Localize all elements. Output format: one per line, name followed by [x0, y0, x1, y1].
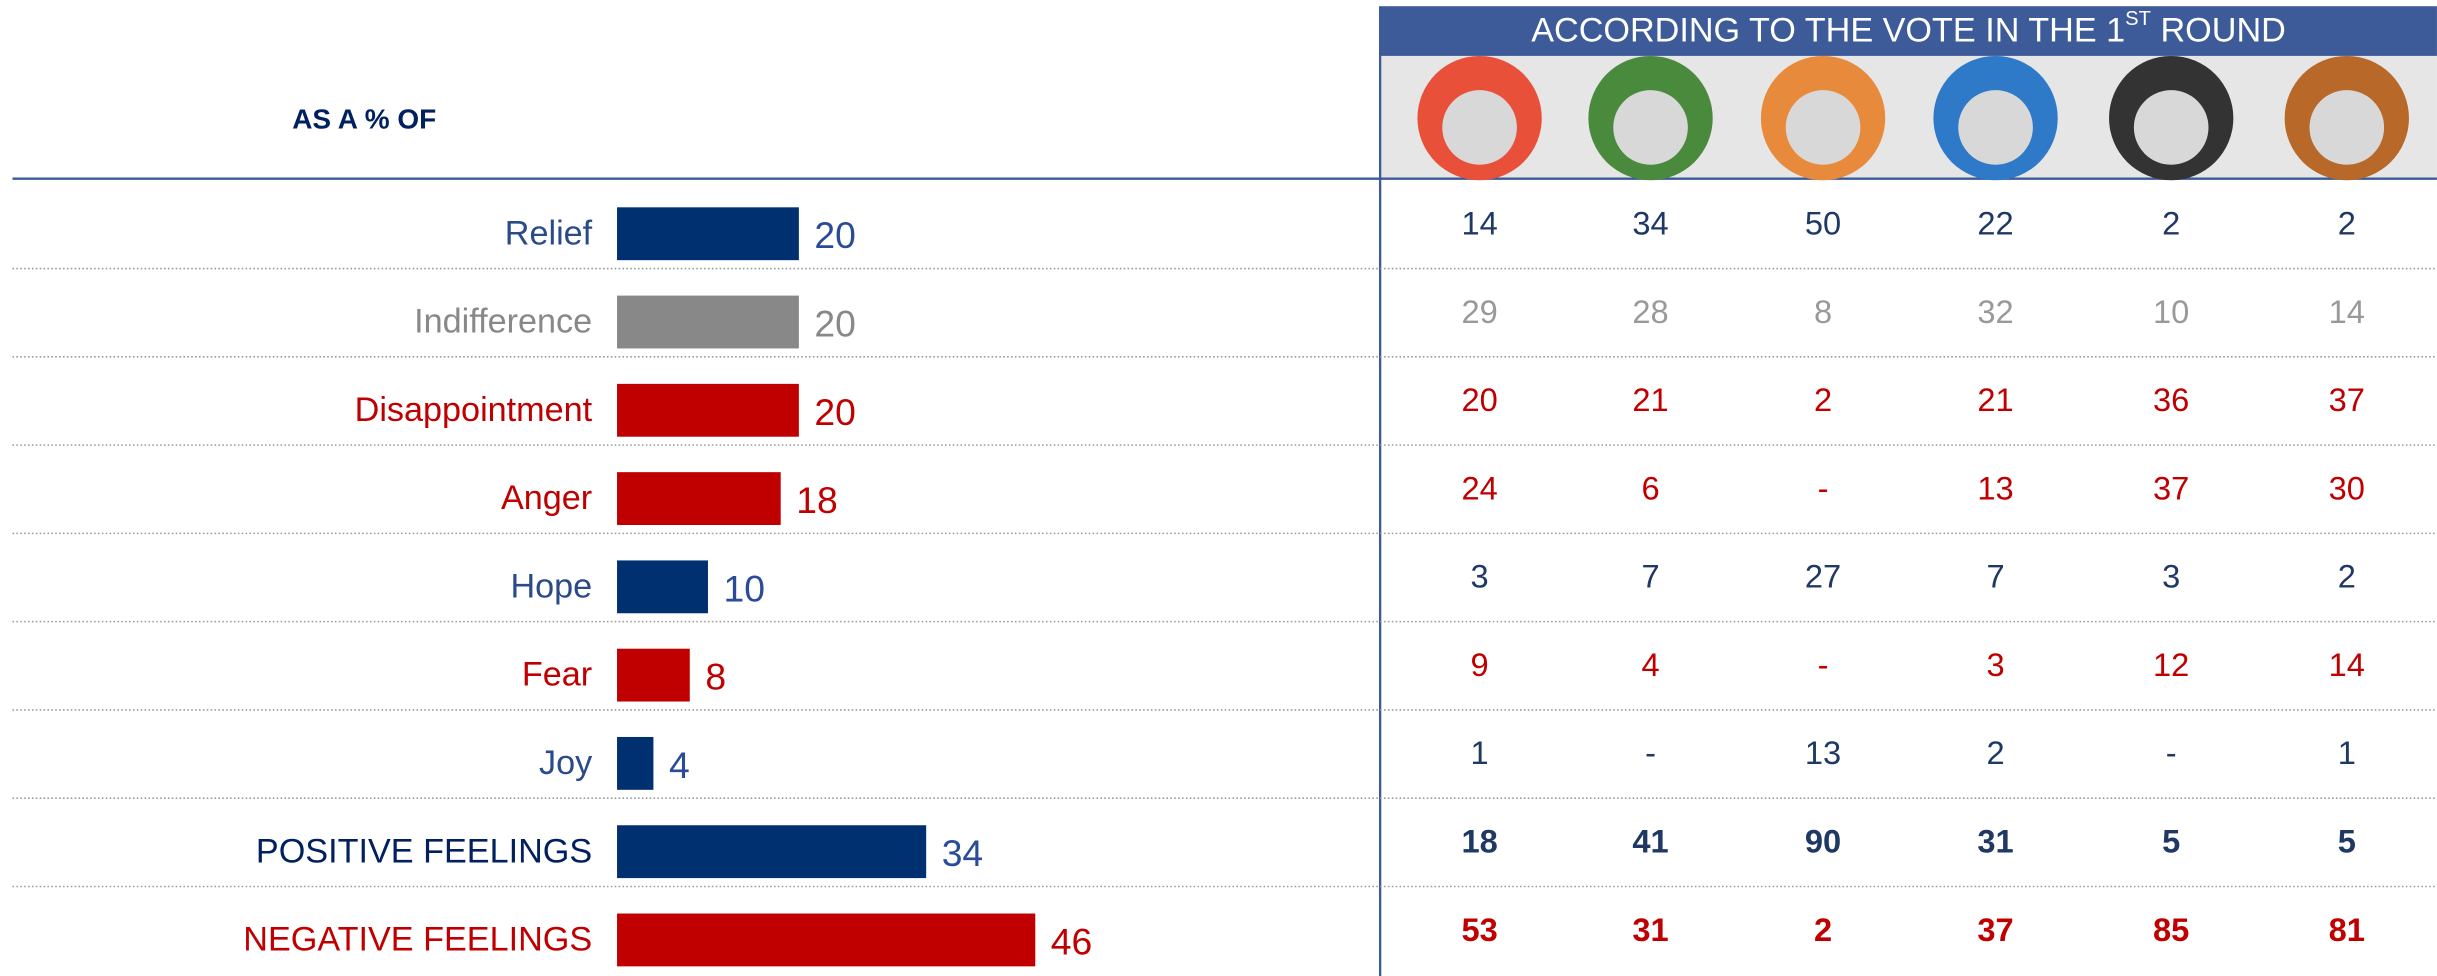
- bar-value: 8: [705, 656, 726, 698]
- bar: [617, 383, 799, 437]
- cell-value: 7: [1641, 558, 1659, 595]
- cell-value: 37: [2153, 469, 2189, 506]
- bar-value: 20: [814, 303, 855, 345]
- cell-value: 20: [1461, 381, 1497, 418]
- cell-value: 2: [1986, 734, 2004, 771]
- bar-value: 20: [814, 391, 855, 433]
- bar-value: 10: [724, 567, 765, 609]
- portrait-face: [1958, 90, 2033, 165]
- bar: [617, 560, 708, 614]
- row-label: Relief: [505, 214, 593, 252]
- portrait-band: [1380, 55, 2437, 179]
- cell-value: 1: [2338, 734, 2356, 771]
- cell-value: 13: [1805, 734, 1841, 771]
- cell-value: 21: [1977, 381, 2013, 418]
- header-label: AS A % OF: [292, 104, 436, 135]
- bar: [617, 825, 927, 879]
- cell-value: 3: [1471, 558, 1489, 595]
- title-main: ACCORDING TO THE VOTE IN THE 1: [1531, 12, 2125, 50]
- cell-value: 85: [2153, 911, 2189, 948]
- cell-value: 24: [1461, 469, 1497, 506]
- cell-value: 6: [1641, 469, 1659, 506]
- cell-value: 2: [2338, 558, 2356, 595]
- bar-value: 18: [796, 479, 837, 521]
- cell-value: 14: [1461, 205, 1497, 242]
- portrait-face: [2133, 90, 2209, 165]
- header-title: ACCORDING TO THE VOTE IN THE 1ST ROUND: [1531, 9, 2286, 50]
- cell-value: 7: [1986, 558, 2004, 595]
- cell-value: 27: [1805, 558, 1841, 595]
- bar-value: 4: [669, 744, 690, 786]
- cell-value: 10: [2153, 293, 2189, 330]
- bar: [617, 207, 799, 261]
- portrait-face: [2309, 90, 2385, 165]
- portrait-face: [1785, 90, 1861, 165]
- cell-value: 5: [2162, 823, 2180, 860]
- cell-value: 8: [1814, 293, 1832, 330]
- title-end: ROUND: [2151, 12, 2286, 50]
- row-label: Disappointment: [355, 391, 593, 429]
- cell-value: 50: [1805, 205, 1841, 242]
- cell-value: -: [2166, 734, 2177, 771]
- cell-value: 3: [2162, 558, 2180, 595]
- row-label: Indifference: [414, 303, 592, 341]
- cell-value: 2: [2162, 205, 2180, 242]
- row-label: Anger: [501, 479, 592, 517]
- cell-value: 36: [2153, 381, 2189, 418]
- cell-value: 28: [1632, 293, 1668, 330]
- cell-value: 12: [2153, 646, 2189, 683]
- portrait-face: [1613, 90, 1688, 165]
- portrait-face: [1442, 90, 1517, 165]
- cell-value: 34: [1632, 205, 1668, 242]
- title-sup: ST: [2125, 9, 2151, 31]
- row-label: NEGATIVE FEELINGS: [243, 921, 592, 959]
- cell-value: 90: [1805, 823, 1841, 860]
- cell-value: 37: [1977, 911, 2013, 948]
- cell-value: 2: [2338, 205, 2356, 242]
- cell-value: 5: [2338, 823, 2356, 860]
- cell-value: 31: [1632, 911, 1668, 948]
- cell-value: 2: [1814, 911, 1832, 948]
- cell-value: 53: [1461, 911, 1497, 948]
- cell-value: 2: [1814, 381, 1832, 418]
- row-label: POSITIVE FEELINGS: [256, 832, 592, 870]
- bar: [617, 648, 690, 702]
- row-label: Fear: [522, 656, 592, 694]
- cell-value: 32: [1977, 293, 2013, 330]
- bar-value: 20: [814, 214, 855, 256]
- bar: [617, 295, 799, 349]
- cell-value: 14: [2329, 293, 2365, 330]
- cell-value: 18: [1461, 823, 1497, 860]
- bar-value: 34: [942, 832, 983, 874]
- cell-value: -: [1818, 469, 1829, 506]
- cell-value: 41: [1632, 823, 1668, 860]
- cell-value: 81: [2329, 911, 2365, 948]
- cell-value: 21: [1632, 381, 1668, 418]
- cell-value: 31: [1977, 823, 2013, 860]
- cell-value: 4: [1641, 646, 1659, 683]
- cell-value: -: [1645, 734, 1656, 771]
- row-label: Joy: [539, 744, 593, 782]
- row-label: Hope: [510, 567, 592, 605]
- cell-value: 37: [2329, 381, 2365, 418]
- bar: [617, 472, 781, 525]
- cell-value: -: [1818, 646, 1829, 683]
- cell-value: 3: [1986, 646, 2004, 683]
- bar-value: 46: [1051, 920, 1092, 962]
- cell-value: 1: [1471, 734, 1489, 771]
- cell-value: 30: [2329, 469, 2365, 506]
- cell-value: 14: [2329, 646, 2365, 683]
- bar: [617, 736, 654, 790]
- title-bar: [1380, 6, 2437, 56]
- cell-value: 29: [1461, 293, 1497, 330]
- cell-value: 9: [1471, 646, 1489, 683]
- cell-value: 13: [1977, 469, 2013, 506]
- bar: [617, 913, 1036, 967]
- cell-value: 22: [1977, 205, 2013, 242]
